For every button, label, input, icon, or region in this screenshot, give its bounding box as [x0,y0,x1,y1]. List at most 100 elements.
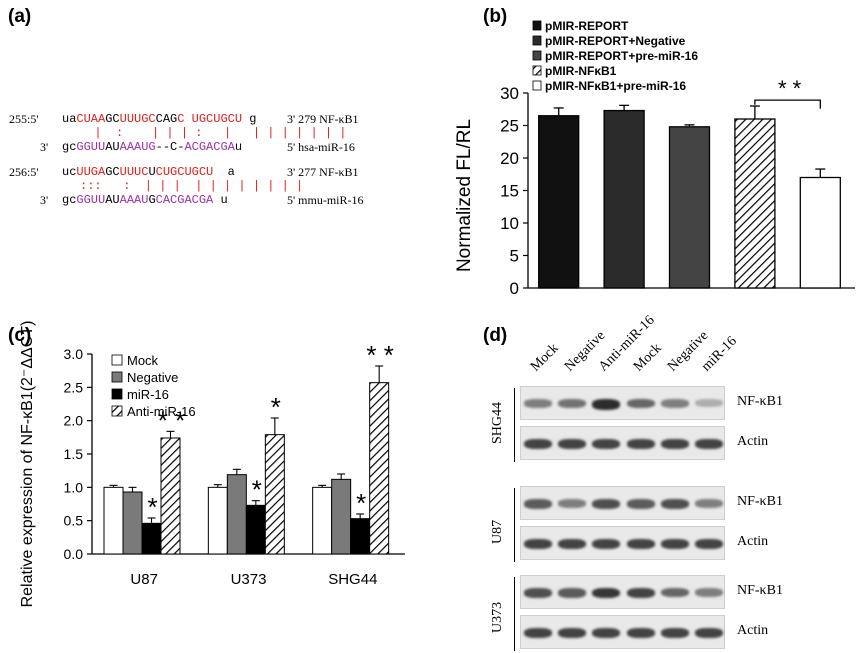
y-tick-label: 0.0 [64,546,84,562]
blot-band [626,628,655,638]
blot-band [626,499,655,509]
legend-label: pMIR-NFκB1+pre-miR-16 [545,79,686,93]
blot-band [524,539,553,549]
blot-band [558,439,587,449]
blot-band [660,439,689,449]
seq-row-1-left: 255:5' [9,112,39,126]
x-tick-label: U373 [231,571,267,588]
y-tick-label: 3.0 [64,346,84,362]
panel-label-d: (d) [483,325,508,346]
bar [207,486,228,555]
blot-band [558,399,587,408]
blot-band [592,588,621,599]
blot-band [660,399,689,408]
seq-row-4-right: 5' mmu-miR-16 [287,193,364,207]
blot-band [660,588,689,598]
blot-band [558,539,587,549]
seq-row-3-right: 3' 277 NF-κB1 [287,165,359,179]
blot-band [592,499,621,509]
y-axis-label: Relative expression of NF-κB1(2⁻ΔΔCT) [19,321,36,608]
significance-label: * * [778,76,802,101]
x-tick-label: SHG44 [328,571,377,588]
cell-line-label: U87 [490,519,505,544]
blot-band [660,628,689,638]
bar [226,474,247,555]
panel-label-c: (c) [8,325,32,346]
blot-band [694,539,723,549]
significance-label: * [356,488,366,518]
blot-band [626,588,655,598]
blot-band [694,439,723,449]
blot-band [694,588,723,597]
seq-row-1: uaCUAAGCUUUGCCAGC UGCUGCU g [62,112,257,126]
legend-label: pMIR-REPORT+pre-miR-16 [545,49,698,63]
lane-label: Mock [528,340,562,375]
band-label: NF-κB1 [737,494,783,509]
legend-swatch [532,50,542,61]
blot-band [694,628,723,638]
blot-band [592,539,621,549]
cell-line-bracket [514,488,515,562]
bar [734,118,776,289]
blot-band [524,588,553,598]
blot-strip [520,575,725,609]
bar [799,176,841,289]
blot-band [524,628,553,638]
blot-strip [520,526,725,560]
legend-swatch [532,65,542,76]
y-tick-label: 25 [500,117,519,136]
y-tick-label: 20 [500,149,519,168]
bar [538,115,580,289]
pairing-row-2: ::: : | | | | | | | | | | | [80,179,304,193]
y-tick-label: 15 [500,182,519,201]
blot-band [558,628,587,638]
seq-row-2: gcGGUUAUAAAUG--C-ACGACGAu [62,140,243,154]
bar [122,491,143,555]
cell-line-bracket [514,577,515,651]
legend-swatch [532,20,542,31]
bar [369,382,390,555]
chart-c: 0.0 0.5 1.0 1.5 2.0 2.5 3.0 Relative expression… [19,321,405,608]
bar [331,478,352,555]
seq-row-2-left: 3' [40,140,49,154]
significance-bracket [754,99,821,109]
y-tick-label: 2.5 [64,379,84,395]
blot-band [524,439,553,449]
significance-label: * [252,475,262,505]
y-tick-label: 5 [510,247,519,266]
legend-label: pMIR-REPORT [545,19,629,33]
blot-band [592,439,621,449]
legend-label: miR-16 [127,387,169,402]
blot-band [592,399,621,410]
y-tick-label: 0.5 [64,513,84,529]
y-tick-label: 1.0 [64,479,84,495]
chart-b: 0 5 10 15 20 25 30 Normalized FL/RL * * pMIR-REPO… [454,19,855,298]
blot-band [558,588,587,598]
bar [350,518,371,555]
panel-d-western-blot: Mock Negative Anti-miR-16 Mock Negative miR-1… [440,313,864,653]
blot-band [626,539,655,549]
x-tick-label: U87 [130,571,158,588]
bar [603,109,645,289]
significance-label: * [271,392,281,422]
blot-band [694,499,723,508]
legend-swatch [532,80,542,91]
seq-row-4: gcGGUUAUAAAUGCACGACGA u [62,193,228,207]
legend-label: pMIR-REPORT+Negative [545,34,686,48]
blot-band [694,399,723,407]
band-label: Actin [737,434,769,449]
y-tick-label: 30 [500,84,519,103]
blot-band [660,539,689,549]
seq-row-3-left: 256:5' [9,165,39,179]
significance-label: * * [366,340,393,370]
blot-band [626,399,655,409]
cell-line-label: SHG44 [490,401,505,444]
seq-row-2-right: 5' hsa-miR-16 [287,140,355,154]
blot-strip [520,426,725,460]
y-tick-label: 10 [500,214,519,233]
legend-label: Anti-miR-16 [127,404,196,419]
legend-swatch [111,354,123,366]
legend-label: Negative [127,370,178,385]
panel-label-a: (a) [8,6,32,27]
bar [245,504,266,555]
